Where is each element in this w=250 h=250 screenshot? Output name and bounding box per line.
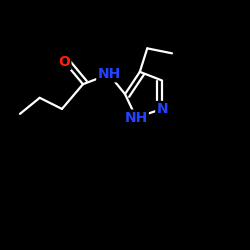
- Text: NH: NH: [97, 67, 120, 81]
- Text: O: O: [58, 55, 70, 69]
- Text: N: N: [156, 102, 168, 116]
- Text: NH: NH: [124, 110, 148, 124]
